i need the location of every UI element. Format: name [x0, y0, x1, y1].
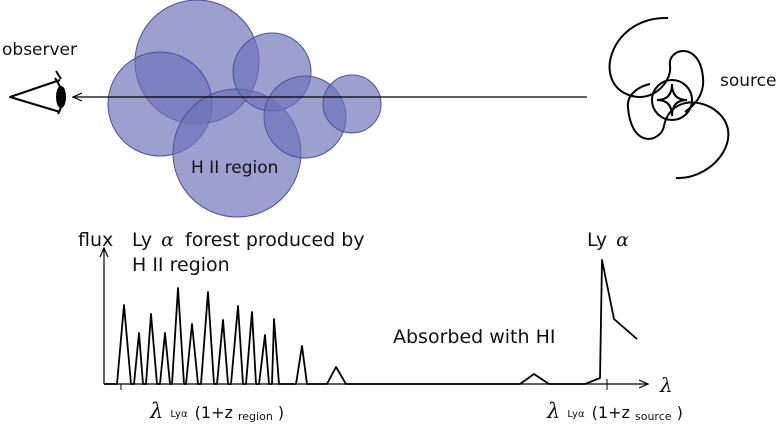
source-label: source [720, 71, 776, 91]
eye-icon [9, 70, 66, 115]
region-label: H II region [191, 158, 278, 178]
absorbed-label: Absorbed with HI [393, 326, 555, 348]
spiral-galaxy-icon [608, 16, 730, 180]
spectrum-line [104, 259, 638, 385]
hii-region-clouds [107, 0, 382, 218]
cloud-bubble [322, 74, 382, 134]
observer-label: observer [2, 40, 77, 60]
y-axis-label: flux [78, 229, 113, 251]
lya-emission-label: Ly α [587, 229, 629, 251]
x-axis-lambda-label: λ [659, 373, 673, 397]
tick-label-source: λ Lyα (1+z source ) [546, 399, 683, 424]
forest-label-line1: Ly α forest produced by [132, 229, 365, 251]
forest-label-line2: H II region [132, 254, 230, 276]
tick-label-region: λ Lyα (1+z region ) [149, 399, 284, 424]
